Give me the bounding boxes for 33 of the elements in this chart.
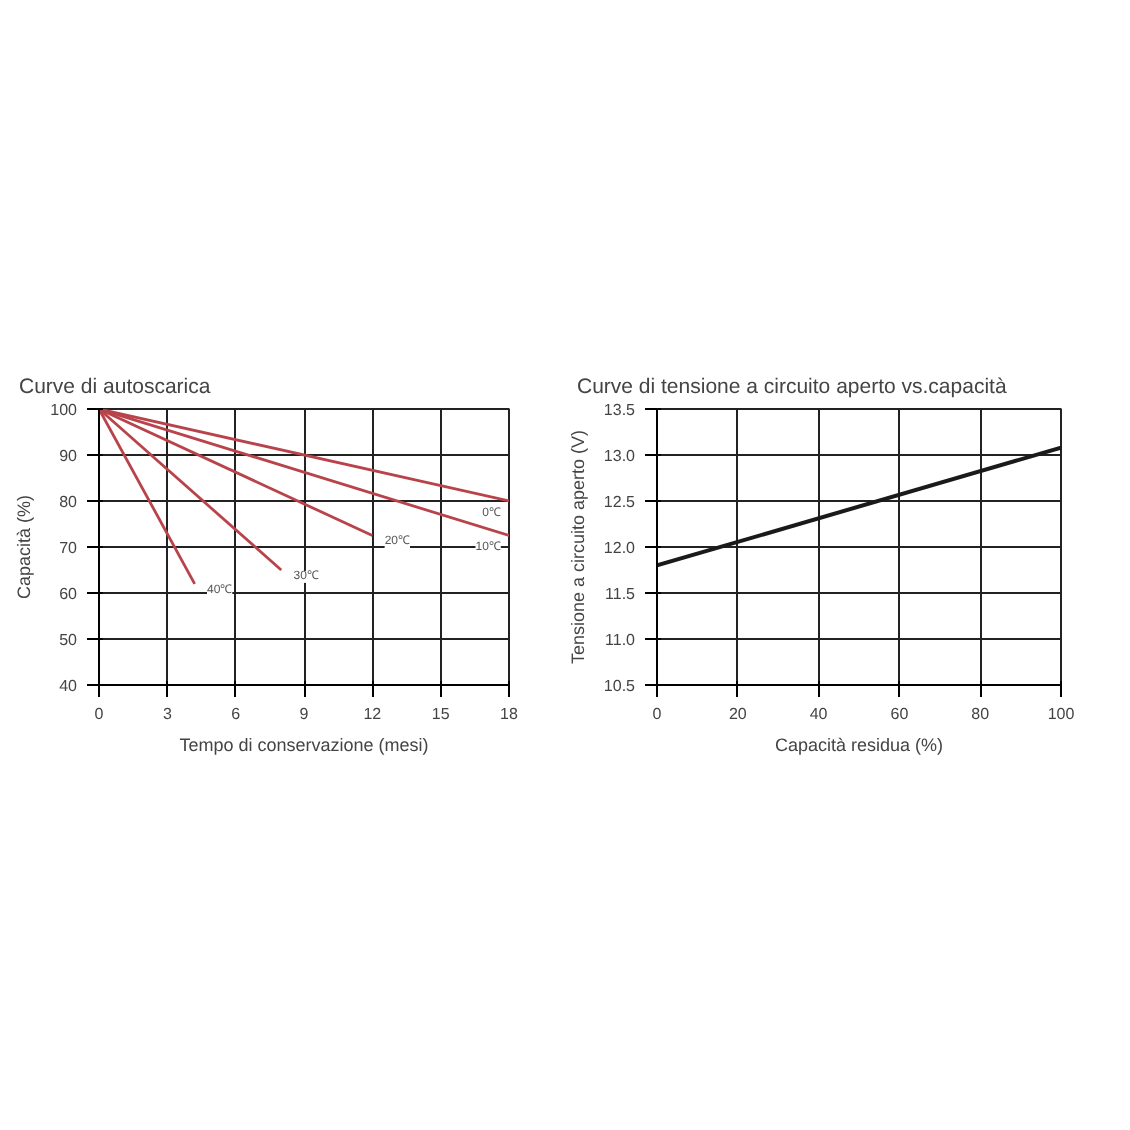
x-tick-label: 20 xyxy=(728,705,748,723)
x-tick-label: 0 xyxy=(94,705,105,723)
y-tick-label: 12.0 xyxy=(603,539,637,557)
y-tick-label: 10.5 xyxy=(603,677,637,695)
x-tick-label: 18 xyxy=(500,705,519,723)
y-tick-label: 11.5 xyxy=(605,585,637,603)
chart-title: Curve di autoscarica xyxy=(19,375,211,399)
y-tick-label: 13.5 xyxy=(603,401,637,419)
x-axis-title: Tempo di conservazione (mesi) xyxy=(179,735,429,755)
x-tick-label: 0 xyxy=(652,705,663,723)
x-tick-label: 100 xyxy=(1047,705,1076,723)
y-tick-label: 60 xyxy=(59,585,79,603)
x-tick-label: 60 xyxy=(890,705,910,723)
y-tick-label: 80 xyxy=(59,493,79,511)
y-tick-label: 50 xyxy=(59,631,79,649)
y-tick-label: 11.0 xyxy=(605,631,637,649)
y-tick-label: 70 xyxy=(59,539,79,557)
x-tick-label: 80 xyxy=(971,705,991,723)
y-tick-label: 12.5 xyxy=(603,493,637,511)
x-tick-label: 6 xyxy=(231,705,242,723)
x-tick-label: 12 xyxy=(363,705,383,723)
y-axis-title: Tensione a circuito aperto (V) xyxy=(567,429,588,665)
y-axis-title: Capacità (%) xyxy=(14,494,35,600)
x-tick-label: 9 xyxy=(299,705,310,723)
x-axis-title: Capacità residua (%) xyxy=(774,735,944,755)
x-tick-label: 15 xyxy=(431,705,451,723)
x-tick-label: 40 xyxy=(809,705,829,723)
y-tick-label: 40 xyxy=(59,677,79,695)
y-tick-label: 13.0 xyxy=(603,447,637,465)
y-tick-label: 90 xyxy=(59,447,79,465)
chart-title: Curve di tensione a circuito aperto vs.capacità xyxy=(577,375,1007,399)
x-tick-label: 3 xyxy=(162,705,173,723)
y-tick-label: 100 xyxy=(50,401,79,419)
